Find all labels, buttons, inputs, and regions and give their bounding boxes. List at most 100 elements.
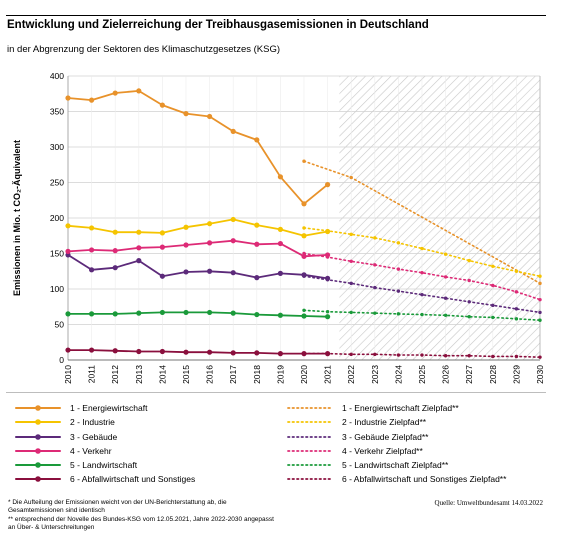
data-point — [325, 255, 330, 259]
data-point — [112, 265, 118, 271]
data-point — [325, 310, 330, 314]
legend-label: 1 - Energiewirtschaft — [70, 403, 148, 413]
data-point — [230, 128, 236, 134]
data-point — [373, 352, 377, 357]
legend-swatch — [287, 478, 333, 480]
series-line — [303, 252, 541, 301]
legend-swatch — [15, 434, 61, 440]
legend-swatch — [287, 436, 333, 438]
data-point — [136, 348, 142, 355]
data-point — [467, 300, 471, 304]
data-point — [467, 314, 471, 319]
data-point — [230, 270, 236, 276]
legend-swatch — [287, 407, 333, 409]
data-point — [325, 278, 330, 282]
data-point — [301, 201, 307, 207]
legend-label: 4 - Verkehr Zielpfad** — [342, 446, 423, 456]
data-point — [159, 309, 165, 316]
data-point — [373, 236, 377, 240]
data-point — [301, 313, 307, 319]
data-point — [325, 182, 331, 188]
data-point — [230, 216, 236, 223]
x-tick-label: 2030 — [535, 365, 545, 384]
series-line — [67, 311, 329, 318]
data-point — [159, 244, 165, 250]
data-point — [112, 229, 118, 235]
data-point — [89, 225, 95, 231]
data-point — [277, 270, 283, 276]
data-point — [325, 229, 330, 233]
chart-subtitle: in der Abgrenzung der Sektoren des Klima… — [7, 44, 281, 55]
data-point — [112, 348, 118, 354]
data-point — [230, 310, 236, 316]
data-point — [443, 252, 448, 256]
data-point — [65, 95, 71, 101]
line-chart: 0 50 100 150 200 250 300 350 400 2010 2011 2012 2013… — [12, 71, 545, 384]
x-tick-label: 2019 — [275, 365, 285, 384]
data-point — [136, 310, 142, 316]
data-point — [207, 113, 213, 120]
x-tick-label: 2011 — [87, 365, 97, 384]
legend-label: 2 - Industrie Zielpfad** — [342, 417, 427, 427]
data-point — [514, 290, 519, 294]
y-tick-label: 200 — [50, 213, 64, 223]
data-point — [538, 281, 542, 286]
source-note: Quelle: Umweltbundesamt 14.03.2022 — [434, 499, 543, 507]
data-point — [207, 268, 213, 274]
data-point — [302, 351, 306, 356]
data-point — [254, 350, 260, 356]
data-point — [396, 289, 401, 293]
legend-swatch — [15, 448, 61, 454]
data-point — [136, 258, 142, 264]
x-tick-label: 2012 — [110, 365, 120, 384]
data-point — [491, 315, 495, 320]
data-point — [136, 88, 142, 94]
data-point — [207, 240, 213, 246]
data-point — [396, 267, 401, 271]
data-point — [207, 309, 213, 316]
legend-label: 6 - Abfallwirtschaft und Sonstiges — [70, 474, 196, 484]
data-point — [112, 248, 118, 254]
data-point — [420, 246, 424, 251]
data-point — [514, 317, 519, 321]
data-point — [467, 258, 471, 263]
data-point — [396, 241, 401, 245]
data-point — [230, 238, 236, 244]
y-tick-label: 350 — [50, 107, 64, 117]
data-point — [254, 137, 260, 143]
data-point — [538, 274, 542, 278]
data-point — [302, 159, 306, 163]
footnote-2: ** entsprechend der Novelle des Bundes-K… — [8, 516, 274, 523]
top-rule — [6, 15, 546, 16]
legend-swatch — [287, 421, 333, 423]
x-tick-label: 2027 — [464, 365, 474, 384]
data-point — [325, 351, 330, 356]
data-point — [491, 264, 495, 268]
legend-label: 6 - Abfallwirtschaft und Sonstiges Zielp… — [342, 474, 507, 484]
data-point — [349, 310, 353, 315]
data-point — [514, 354, 519, 359]
x-tick-label: 2024 — [393, 365, 403, 384]
data-point — [183, 309, 189, 316]
y-tick-label: 0 — [59, 355, 64, 365]
data-point — [302, 226, 306, 230]
x-tick-label: 2015 — [181, 365, 191, 384]
data-point — [538, 318, 542, 322]
data-point — [159, 102, 165, 108]
data-point — [65, 223, 71, 229]
y-axis-label: Emissionen in Mio. t CO₂-Äquivalent — [12, 140, 22, 296]
x-tick-label: 2025 — [417, 365, 427, 384]
data-point — [112, 90, 118, 96]
data-point — [538, 355, 542, 359]
data-point — [183, 242, 189, 248]
x-tick-label: 2016 — [205, 365, 215, 384]
x-tick-label: 2022 — [346, 365, 356, 384]
data-point — [538, 310, 542, 315]
legend-label: 2 - Industrie — [70, 417, 115, 427]
data-point — [467, 278, 471, 283]
data-point — [89, 311, 95, 317]
data-point — [254, 275, 260, 281]
data-point — [301, 233, 307, 239]
data-point — [254, 222, 260, 228]
legend-label: 3 - Gebäude Zielpfad** — [342, 432, 429, 442]
